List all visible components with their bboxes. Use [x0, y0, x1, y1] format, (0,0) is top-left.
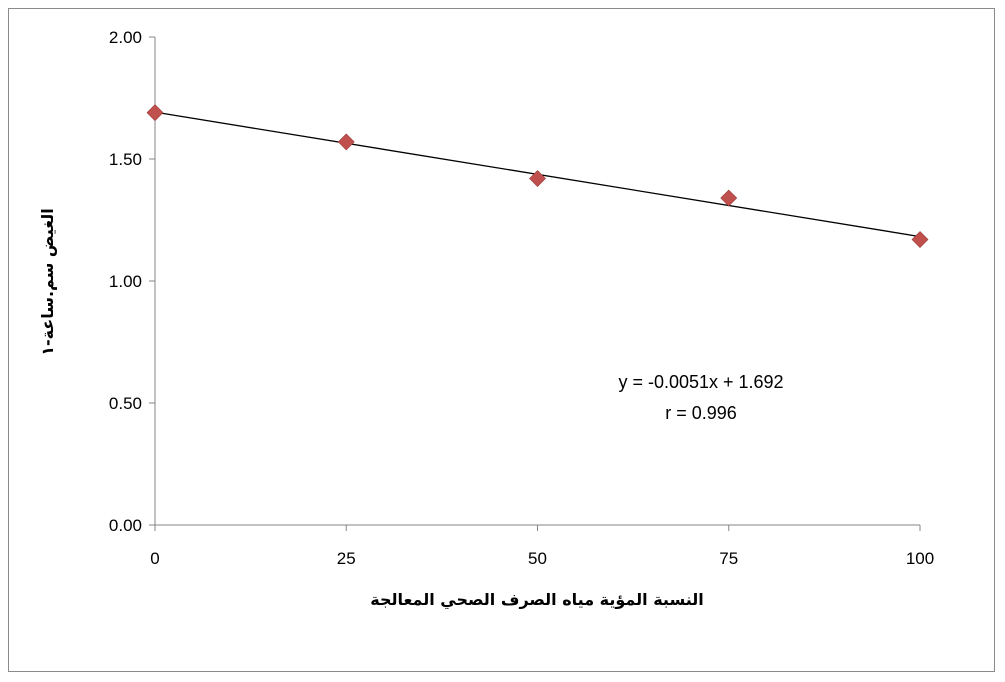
x-tick-label: 25	[337, 549, 356, 568]
chart-frame	[8, 8, 995, 672]
y-axis-title: الغيض سم.ساعة-١	[38, 208, 57, 356]
data-point	[911, 231, 929, 248]
x-tick-label: 50	[528, 549, 547, 568]
trendline-equation: y = -0.0051x + 1.692	[618, 372, 783, 392]
data-point	[529, 170, 546, 187]
data-point	[146, 104, 164, 122]
data-point	[720, 189, 738, 207]
x-tick-label: 75	[719, 549, 738, 568]
y-tick-label: 2.00	[109, 28, 142, 47]
correlation-label: r = 0.996	[665, 403, 737, 423]
data-points	[146, 104, 929, 248]
x-tick-label: 0	[150, 549, 159, 568]
x-axis-title: النسبة المؤية مياه الصرف الصحي المعالجة	[370, 590, 704, 610]
axes: 0.00 0.50 1.00 1.50 2.00 0 25 50 75 100	[109, 28, 934, 568]
data-point	[337, 133, 355, 151]
y-tick-label: 0.50	[109, 394, 142, 413]
y-tick-label: 0.00	[109, 516, 142, 535]
labels: y = -0.0051x + 1.692 r = 0.996 النسبة ال…	[38, 208, 784, 610]
y-tick-label: 1.00	[109, 272, 142, 291]
y-tick-label: 1.50	[109, 150, 142, 169]
x-tick-label: 100	[906, 549, 934, 568]
